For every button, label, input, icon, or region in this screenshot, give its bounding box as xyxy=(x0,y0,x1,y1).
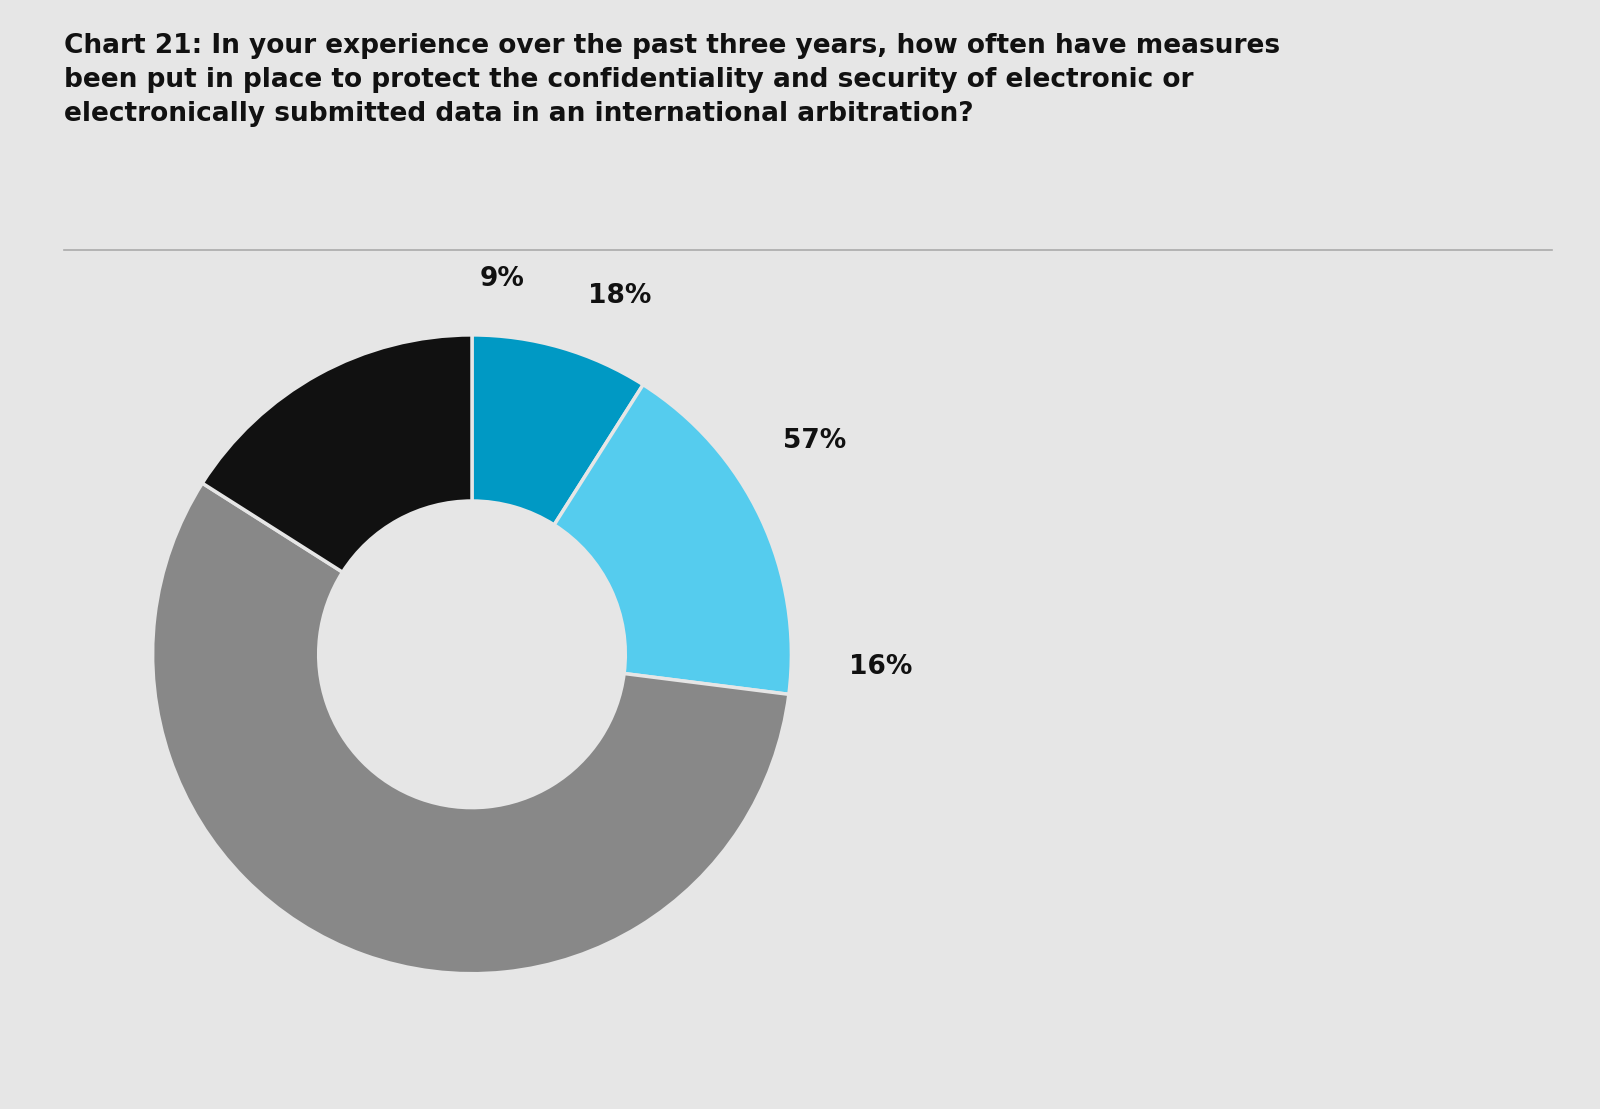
Wedge shape xyxy=(472,335,643,525)
Text: 16%: 16% xyxy=(848,654,912,681)
Text: Chart 21: In your experience over the past three years, how often have measures
: Chart 21: In your experience over the pa… xyxy=(64,33,1280,128)
Wedge shape xyxy=(202,335,472,572)
Wedge shape xyxy=(152,484,789,974)
Text: 18%: 18% xyxy=(589,283,651,309)
Legend: Always, Frequently (e.g. more than
half of the cases), Sometimes (e.g. less than: Always, Frequently (e.g. more than half … xyxy=(923,312,1294,569)
Text: 9%: 9% xyxy=(478,265,525,292)
Text: 57%: 57% xyxy=(782,428,846,454)
Wedge shape xyxy=(554,385,792,694)
